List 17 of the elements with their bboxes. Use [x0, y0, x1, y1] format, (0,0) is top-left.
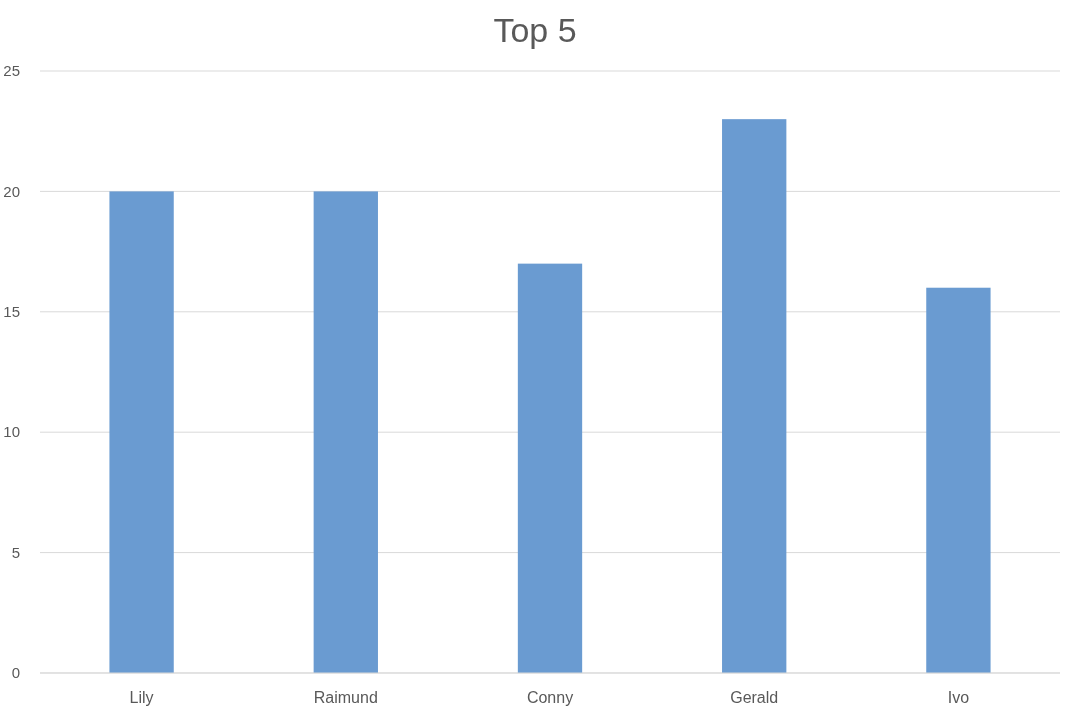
x-tick-label: Lily	[129, 689, 154, 706]
y-tick-label: 15	[3, 303, 20, 321]
bar	[517, 263, 583, 673]
y-tick-label: 5	[11, 543, 20, 561]
y-tick-label: 25	[3, 62, 20, 80]
y-tick-label: 10	[3, 423, 20, 441]
x-tick-label: Raimund	[313, 689, 378, 706]
x-tick-label: Conny	[526, 689, 574, 706]
chart-title: Top 5	[493, 11, 577, 49]
bar	[313, 191, 378, 673]
y-tick-label: 0	[11, 664, 20, 682]
y-tick-label: 20	[3, 182, 20, 200]
bar	[722, 119, 787, 673]
bar	[926, 287, 991, 673]
bar	[109, 191, 174, 673]
x-tick-label: Ivo	[947, 689, 970, 706]
x-tick-label: Gerald	[730, 689, 779, 706]
